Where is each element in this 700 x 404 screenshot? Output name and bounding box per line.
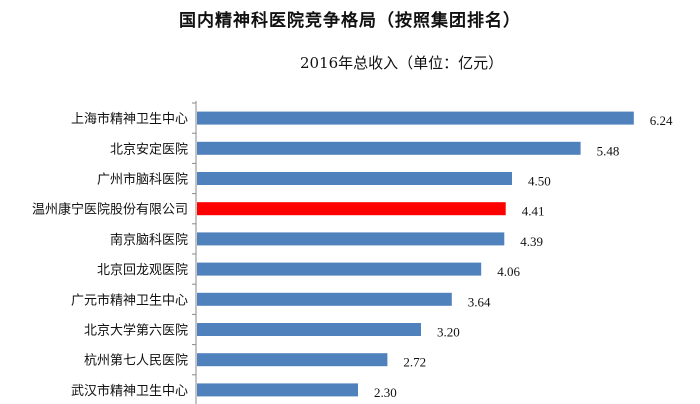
bar bbox=[197, 232, 505, 246]
bar bbox=[197, 141, 581, 155]
value-label: 4.06 bbox=[497, 264, 520, 279]
bar bbox=[197, 172, 512, 185]
category-label: 上海市精神卫生中心 bbox=[71, 111, 188, 127]
category-label: 杭州第七人民医院 bbox=[84, 354, 188, 369]
chart-title: 国内精神科医院竞争格局（按照集团排名） bbox=[179, 11, 521, 31]
bar-highlighted bbox=[197, 202, 506, 216]
category-label: 北京安定医院 bbox=[110, 142, 188, 157]
value-label: 4.50 bbox=[528, 174, 551, 189]
value-label: 3.64 bbox=[468, 294, 491, 309]
bar bbox=[197, 383, 358, 397]
value-label: 2.72 bbox=[403, 355, 426, 370]
value-label: 2.30 bbox=[374, 385, 397, 400]
value-label: 6.24 bbox=[650, 113, 673, 128]
value-label: 5.48 bbox=[597, 143, 620, 158]
category-label: 北京大学第六医院 bbox=[84, 323, 188, 339]
bar bbox=[197, 111, 634, 125]
category-label: 武汉市精神卫生中心 bbox=[71, 383, 188, 399]
category-label: 广州市脑科医院 bbox=[97, 172, 188, 188]
value-label: 3.20 bbox=[437, 325, 460, 340]
category-label: 广元市精神卫生中心 bbox=[71, 292, 188, 308]
bar bbox=[197, 323, 421, 336]
category-label: 北京回龙观医院 bbox=[97, 263, 188, 278]
bar bbox=[197, 353, 388, 367]
category-label: 温州康宁医院股份有限公司 bbox=[32, 202, 188, 218]
chart-subtitle: 2016年总收入（单位：亿元） bbox=[300, 54, 504, 72]
value-label: 4.41 bbox=[522, 204, 545, 219]
bar bbox=[197, 292, 452, 306]
value-label: 4.39 bbox=[520, 234, 543, 249]
bar bbox=[197, 262, 482, 276]
category-label: 南京脑科医院 bbox=[110, 232, 188, 248]
